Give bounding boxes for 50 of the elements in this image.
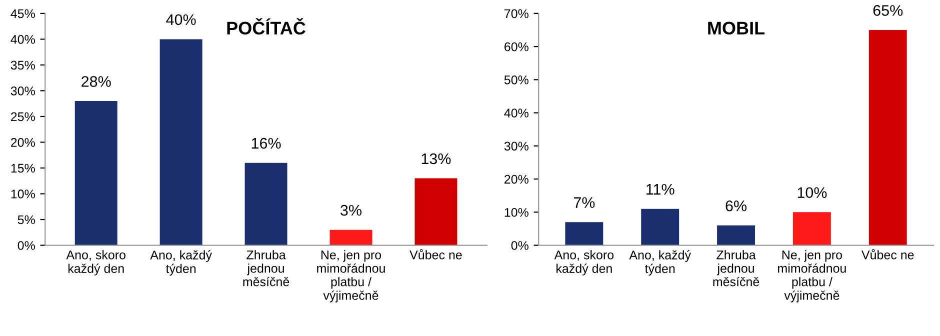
bar <box>414 178 458 246</box>
data-label: 16% <box>252 138 281 149</box>
y-tick-label: 70% <box>504 9 528 18</box>
data-label: 11% <box>646 184 674 195</box>
y-tick-label: 50% <box>504 75 528 84</box>
bar <box>244 162 288 246</box>
y-tick-label: 45% <box>10 9 35 18</box>
bar <box>565 222 604 246</box>
x-tick-label: Ano, každý týden <box>150 250 212 276</box>
data-label: 40% <box>166 14 196 26</box>
y-tick-label: 0% <box>18 241 35 250</box>
x-tick-label: Zhruba jednou měsíčně <box>713 250 760 286</box>
bar <box>74 101 118 246</box>
y-tick-label: 40% <box>10 35 35 44</box>
data-label: 3% <box>340 204 362 216</box>
data-label: 28% <box>82 76 111 87</box>
data-label: 13% <box>422 153 451 164</box>
x-tick-label: Vůbec ne <box>862 249 914 260</box>
x-tick-label: Ne, jen pro mimořádnou platbu / výjimečně <box>317 250 385 302</box>
bar <box>792 212 831 246</box>
y-tick-label: 25% <box>11 112 35 122</box>
data-label: 6% <box>726 200 747 212</box>
y-tick-label: 15% <box>11 164 35 173</box>
data-label: 7% <box>574 197 595 208</box>
y-tick-label: 30% <box>10 86 35 96</box>
y-tick-label: 40% <box>504 108 528 118</box>
y-tick-label: 5% <box>18 215 35 224</box>
y-tick-label: 0% <box>511 241 528 250</box>
bar <box>330 230 372 246</box>
data-label: 10% <box>798 187 827 198</box>
y-tick-label: 20% <box>11 138 35 147</box>
x-tick-label: Ne, jen pro mimořádnou platbu / výjimečně <box>778 250 846 302</box>
bar <box>868 30 907 246</box>
y-tick-label: 20% <box>504 174 528 184</box>
y-tick-label: 35% <box>10 60 35 70</box>
y-tick-label: 10% <box>11 190 35 198</box>
y-tick-label: 60% <box>504 42 528 52</box>
x-tick-label: Zhruba jednou měsíčně <box>243 250 290 286</box>
chart-title: MOBIL <box>708 22 765 35</box>
data-label: 65% <box>873 5 903 16</box>
y-tick-label: 10% <box>504 208 528 217</box>
bar <box>160 39 202 246</box>
bar <box>717 225 755 246</box>
x-tick-label: Ano, skoro každý den <box>554 250 614 276</box>
y-tick-label: 30% <box>504 142 528 151</box>
x-tick-label: Vůbec ne <box>410 249 462 260</box>
x-tick-label: Ano, skoro každý den <box>66 250 126 276</box>
x-tick-label: Ano, každý týden <box>629 250 691 276</box>
chart-title: POČÍTAČ <box>227 18 306 35</box>
bar <box>641 208 680 246</box>
